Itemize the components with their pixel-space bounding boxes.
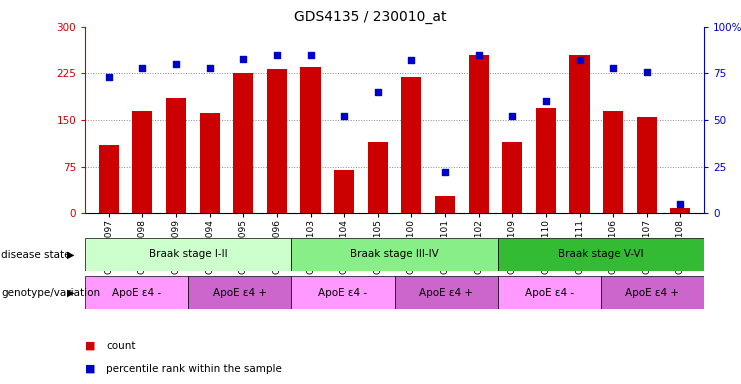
Bar	[233, 73, 253, 213]
Bar	[300, 67, 321, 213]
Bar	[199, 113, 220, 213]
Bar	[536, 108, 556, 213]
Text: ■: ■	[85, 364, 96, 374]
Point	[338, 113, 350, 119]
Bar	[368, 142, 388, 213]
Text: ■: ■	[85, 341, 96, 351]
Bar	[601, 276, 704, 309]
Point	[170, 61, 182, 67]
Bar	[188, 276, 291, 309]
Bar	[468, 55, 489, 213]
Text: Braak stage I-II: Braak stage I-II	[149, 249, 227, 260]
Text: ApoE ε4 +: ApoE ε4 +	[419, 288, 473, 298]
Point	[204, 65, 216, 71]
Point	[641, 68, 653, 74]
Bar	[267, 69, 287, 213]
Bar	[99, 145, 119, 213]
Text: ▶: ▶	[67, 288, 75, 298]
Text: disease state: disease state	[1, 250, 71, 260]
Text: ApoE ε4 +: ApoE ε4 +	[625, 288, 679, 298]
Point	[136, 65, 148, 71]
Point	[271, 52, 283, 58]
Point	[473, 52, 485, 58]
Point	[439, 169, 451, 175]
Bar	[166, 98, 186, 213]
Text: Braak stage III-IV: Braak stage III-IV	[350, 249, 439, 260]
Text: GDS4135 / 230010_at: GDS4135 / 230010_at	[294, 10, 447, 23]
Point	[674, 201, 686, 207]
Point	[607, 65, 619, 71]
Bar	[498, 276, 601, 309]
Bar	[671, 208, 691, 213]
Point	[372, 89, 384, 95]
Text: genotype/variation: genotype/variation	[1, 288, 101, 298]
Point	[103, 74, 115, 80]
Point	[540, 98, 552, 104]
Point	[237, 55, 249, 61]
Bar	[502, 142, 522, 213]
Bar	[637, 117, 657, 213]
Bar	[291, 276, 394, 309]
Bar	[603, 111, 623, 213]
Bar	[394, 276, 498, 309]
Text: count: count	[106, 341, 136, 351]
Text: ApoE ε4 -: ApoE ε4 -	[525, 288, 574, 298]
Bar	[435, 196, 455, 213]
Text: ApoE ε4 -: ApoE ε4 -	[319, 288, 368, 298]
Point	[506, 113, 518, 119]
Text: ApoE ε4 -: ApoE ε4 -	[112, 288, 162, 298]
Text: percentile rank within the sample: percentile rank within the sample	[106, 364, 282, 374]
Point	[305, 52, 316, 58]
Text: ApoE ε4 +: ApoE ε4 +	[213, 288, 267, 298]
Point	[405, 57, 417, 63]
Bar	[133, 111, 153, 213]
Bar	[498, 238, 704, 271]
Bar	[85, 276, 188, 309]
Point	[574, 57, 585, 63]
Text: Braak stage V-VI: Braak stage V-VI	[558, 249, 644, 260]
Bar	[402, 76, 422, 213]
Bar	[85, 238, 291, 271]
Bar	[291, 238, 498, 271]
Text: ▶: ▶	[67, 250, 75, 260]
Bar	[569, 55, 590, 213]
Bar	[334, 170, 354, 213]
